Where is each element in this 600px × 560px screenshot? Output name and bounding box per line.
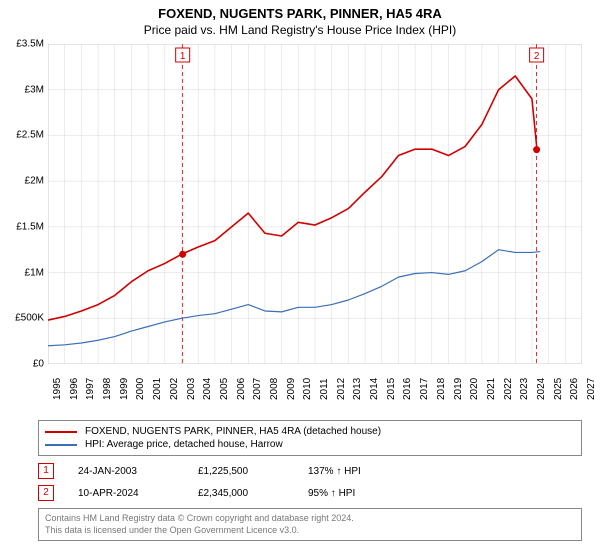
x-tick-label: 1995 [52,378,63,400]
event-price: £2,345,000 [198,488,308,499]
x-tick-label: 2009 [286,378,297,400]
x-tick-label: 1999 [119,378,130,400]
x-tick-label: 2014 [369,378,380,400]
event-list: 1 24-JAN-2003 £1,225,500 137% ↑ HPI 2 10… [38,460,582,504]
legend-label: FOXEND, NUGENTS PARK, PINNER, HA5 4RA (d… [85,426,381,437]
y-tick-label: £2M [4,176,44,187]
legend-label: HPI: Average price, detached house, Harr… [85,439,283,450]
y-tick-label: £3M [4,84,44,95]
x-tick-label: 2023 [519,378,530,400]
legend-item: FOXEND, NUGENTS PARK, PINNER, HA5 4RA (d… [45,425,575,438]
event-date: 10-APR-2024 [78,488,198,499]
x-tick-label: 2027 [586,378,597,400]
x-tick-label: 2018 [436,378,447,400]
svg-text:2: 2 [534,51,540,62]
x-tick-label: 2005 [219,378,230,400]
y-tick-label: £3.5M [4,39,44,50]
x-tick-label: 2015 [386,378,397,400]
event-date: 24-JAN-2003 [78,466,198,477]
x-tick-label: 2012 [336,378,347,400]
event-price: £1,225,500 [198,466,308,477]
x-tick-label: 2000 [135,378,146,400]
x-tick-label: 2016 [402,378,413,400]
x-tick-label: 1997 [85,378,96,400]
x-tick-label: 2004 [202,378,213,400]
y-tick-label: £1.5M [4,221,44,232]
x-tick-label: 2010 [302,378,313,400]
x-tick-label: 2006 [236,378,247,400]
footer-line: This data is licensed under the Open Gov… [45,525,575,537]
event-pct: 95% ↑ HPI [308,488,418,499]
y-tick-label: £0 [4,359,44,370]
x-axis-labels: 1995 1996 1997 1998 1999 2000 2001 2002 2003 2004… [48,370,582,410]
y-tick-label: £2.5M [4,130,44,141]
y-tick-label: £500K [4,313,44,324]
event-row: 2 10-APR-2024 £2,345,000 95% ↑ HPI [38,482,582,504]
y-tick-label: £1M [4,267,44,278]
x-tick-label: 2024 [536,378,547,400]
x-tick-label: 2011 [319,378,330,400]
legend-swatch [45,431,77,433]
chart-subtitle: Price paid vs. HM Land Registry's House … [0,21,600,37]
chart-container: FOXEND, NUGENTS PARK, PINNER, HA5 4RA Pr… [0,0,600,560]
x-tick-label: 2001 [152,378,163,400]
x-tick-label: 2007 [252,378,263,400]
svg-text:1: 1 [180,51,186,62]
legend-swatch [45,444,77,446]
x-tick-label: 2021 [486,378,497,400]
x-tick-label: 2025 [553,378,564,400]
x-tick-label: 1996 [69,378,80,400]
x-tick-label: 2026 [569,378,580,400]
x-tick-label: 2003 [186,378,197,400]
x-tick-label: 2008 [269,378,280,400]
event-row: 1 24-JAN-2003 £1,225,500 137% ↑ HPI [38,460,582,482]
x-tick-label: 2020 [469,378,480,400]
legend: FOXEND, NUGENTS PARK, PINNER, HA5 4RA (d… [38,420,582,456]
event-pct: 137% ↑ HPI [308,466,418,477]
x-tick-label: 1998 [102,378,113,400]
footer-line: Contains HM Land Registry data © Crown c… [45,513,575,525]
x-tick-label: 2002 [169,378,180,400]
event-marker-icon: 2 [38,485,54,501]
x-tick-label: 2017 [419,378,430,400]
line-chart: 12 [48,44,582,364]
chart-title: FOXEND, NUGENTS PARK, PINNER, HA5 4RA [0,0,600,21]
event-marker-icon: 1 [38,463,54,479]
x-tick-label: 2022 [503,378,514,400]
x-tick-label: 2019 [453,378,464,400]
x-tick-label: 2013 [352,378,363,400]
legend-item: HPI: Average price, detached house, Harr… [45,438,575,451]
footer-attribution: Contains HM Land Registry data © Crown c… [38,508,582,541]
